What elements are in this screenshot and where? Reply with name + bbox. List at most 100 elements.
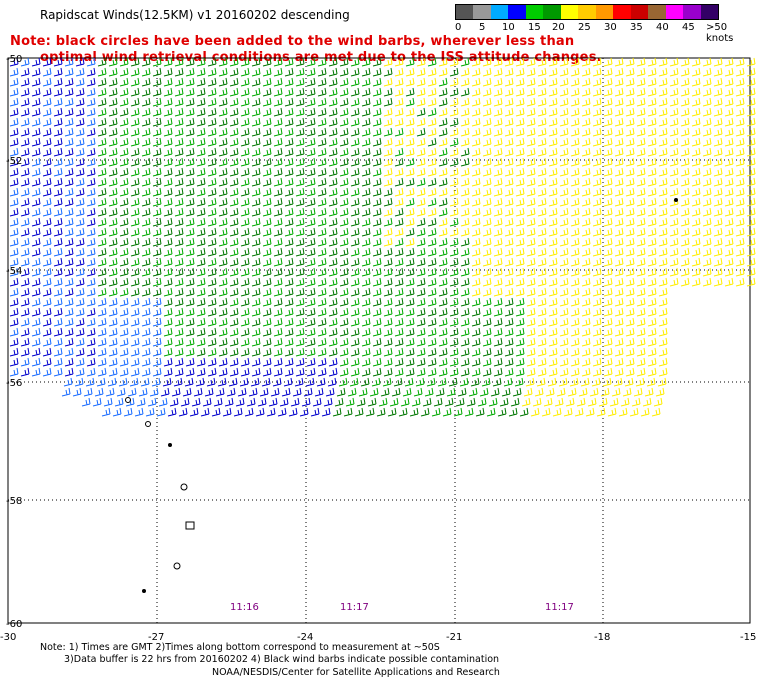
wind-barb bbox=[724, 147, 734, 157]
wind-barb bbox=[108, 347, 118, 357]
wind-barb bbox=[119, 167, 129, 177]
wind-barb bbox=[548, 107, 558, 117]
wind-barb bbox=[515, 297, 525, 307]
wind-barb bbox=[361, 267, 371, 277]
wind-barb bbox=[548, 77, 558, 87]
wind-barb bbox=[196, 157, 206, 167]
wind-barb bbox=[548, 267, 558, 277]
wind-barb bbox=[251, 247, 261, 257]
wind-barb bbox=[545, 387, 555, 397]
wind-barb bbox=[471, 267, 481, 277]
wind-barb bbox=[130, 277, 140, 287]
wind-barb bbox=[284, 97, 294, 107]
wind-barb bbox=[371, 377, 381, 387]
wind-barb bbox=[207, 267, 217, 277]
wind-barb bbox=[75, 87, 85, 97]
wind-barb bbox=[636, 57, 646, 67]
wind-barb bbox=[317, 237, 327, 247]
wind-barb bbox=[559, 87, 569, 97]
wind-barb bbox=[625, 57, 635, 67]
legend-swatch bbox=[613, 5, 631, 19]
wind-barb bbox=[449, 97, 459, 107]
wind-barb bbox=[361, 137, 371, 147]
wind-barb bbox=[625, 97, 635, 107]
wind-barb bbox=[603, 177, 613, 187]
wind-barb bbox=[746, 157, 756, 167]
wind-barb bbox=[614, 257, 624, 267]
wind-barb bbox=[361, 307, 371, 317]
wind-barb bbox=[229, 297, 239, 307]
wind-barb bbox=[438, 227, 448, 237]
wind-barb bbox=[97, 67, 107, 77]
wind-barb bbox=[464, 407, 474, 417]
wind-barb bbox=[31, 367, 41, 377]
wind-barb bbox=[570, 167, 580, 177]
wind-barb bbox=[163, 357, 173, 367]
wind-barb bbox=[130, 347, 140, 357]
wind-barb bbox=[108, 237, 118, 247]
wind-barb bbox=[251, 127, 261, 137]
wind-barb bbox=[273, 197, 283, 207]
wind-barb bbox=[350, 297, 360, 307]
wind-barb bbox=[262, 187, 272, 197]
legend-swatch bbox=[683, 5, 701, 19]
wind-barb bbox=[273, 307, 283, 317]
wind-barb bbox=[592, 237, 602, 247]
wind-barb bbox=[119, 347, 129, 357]
wind-barb bbox=[273, 187, 283, 197]
wind-barb bbox=[537, 157, 547, 167]
wind-barb bbox=[328, 267, 338, 277]
wind-barb bbox=[635, 377, 645, 387]
wind-barb bbox=[108, 297, 118, 307]
wind-barb bbox=[284, 347, 294, 357]
wind-barb bbox=[691, 117, 701, 127]
wind-barb bbox=[372, 227, 382, 237]
wind-barb bbox=[559, 357, 569, 367]
wind-barb bbox=[548, 147, 558, 157]
wind-barb bbox=[592, 287, 602, 297]
wind-barb bbox=[86, 77, 96, 87]
wind-barb bbox=[20, 317, 30, 327]
wind-barb bbox=[295, 117, 305, 127]
wind-barb bbox=[449, 237, 459, 247]
wind-barb bbox=[64, 327, 74, 337]
wind-barb bbox=[20, 197, 30, 207]
wind-barb bbox=[405, 127, 415, 137]
wind-barb bbox=[86, 67, 96, 77]
wind-barb bbox=[625, 317, 635, 327]
wind-barb bbox=[173, 377, 183, 387]
wind-barb bbox=[152, 297, 162, 307]
wind-barb bbox=[108, 337, 118, 347]
wind-barb bbox=[581, 267, 591, 277]
wind-barb bbox=[53, 187, 63, 197]
wind-barb bbox=[471, 187, 481, 197]
wind-barb bbox=[570, 287, 580, 297]
wind-barb bbox=[680, 147, 690, 157]
wind-barb bbox=[394, 247, 404, 257]
contamination-circle bbox=[145, 421, 151, 427]
wind-barb bbox=[141, 77, 151, 87]
wind-barb bbox=[548, 97, 558, 107]
wind-barb bbox=[86, 147, 96, 157]
wind-barb bbox=[609, 397, 619, 407]
wind-barb bbox=[130, 67, 140, 77]
wind-barb bbox=[614, 337, 624, 347]
wind-barb bbox=[31, 267, 41, 277]
wind-barb bbox=[185, 347, 195, 357]
wind-barb bbox=[416, 107, 426, 117]
wind-barb bbox=[548, 177, 558, 187]
wind-barb bbox=[218, 67, 228, 77]
wind-barb bbox=[501, 387, 511, 397]
wind-barb bbox=[75, 77, 85, 87]
wind-barb bbox=[383, 327, 393, 337]
wind-barb bbox=[240, 117, 250, 127]
wind-barb bbox=[618, 407, 628, 417]
wind-barb bbox=[669, 277, 679, 287]
wind-barb bbox=[284, 107, 294, 117]
wind-barb bbox=[537, 127, 547, 137]
x-tick-label: -30 bbox=[0, 632, 16, 643]
wind-barb bbox=[196, 177, 206, 187]
wind-barb bbox=[64, 357, 74, 367]
wind-barb bbox=[435, 387, 445, 397]
wind-barb bbox=[240, 87, 250, 97]
